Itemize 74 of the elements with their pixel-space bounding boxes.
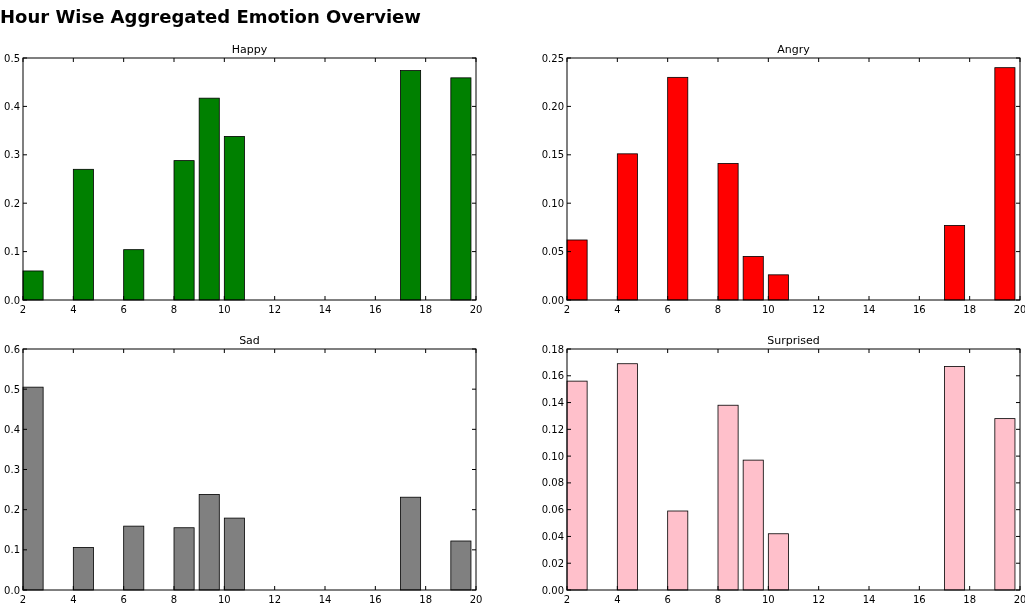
y-tick-label: 0.04	[541, 530, 564, 542]
x-tick-label: 6	[664, 304, 671, 315]
x-tick-label: 4	[614, 594, 621, 605]
x-tick-label: 10	[761, 304, 775, 315]
x-tick-label: 8	[714, 304, 722, 315]
y-tick-label: 0.06	[541, 504, 564, 516]
y-tick-label: 0.12	[541, 423, 564, 435]
x-tick-label: 10	[761, 594, 775, 605]
y-tick-label: 0.02	[541, 557, 564, 569]
y-tick-label: 0.1	[4, 246, 20, 258]
x-tick-label: 14	[318, 594, 332, 605]
x-tick-label: 18	[419, 594, 433, 605]
y-tick-label: 0.4	[4, 423, 20, 435]
x-tick-label: 8	[714, 594, 722, 605]
x-tick-label: 8	[170, 304, 178, 315]
x-tick-label: 2	[19, 304, 27, 315]
x-tick-label: 18	[963, 304, 977, 315]
chart-title: Sad	[239, 334, 260, 347]
chart-title: Angry	[777, 43, 811, 56]
x-tick-label: 20	[469, 594, 483, 605]
y-tick-label: 0.0	[4, 584, 20, 596]
y-tick-label: 0.4	[4, 100, 20, 112]
y-tick-label: 0.3	[4, 464, 20, 475]
y-tick-label: 0.2	[4, 197, 20, 209]
x-tick-label: 12	[268, 594, 282, 605]
x-tick-label: 4	[70, 304, 77, 315]
x-tick-label: 10	[217, 594, 231, 605]
x-tick-label: 12	[812, 304, 826, 315]
chart-title: Surprised	[767, 334, 820, 347]
x-tick-label: 16	[912, 304, 926, 315]
chart-title: Happy	[231, 43, 268, 56]
x-tick-label: 18	[963, 594, 977, 605]
x-tick-label: 14	[862, 304, 876, 315]
y-tick-label: 0.5	[4, 52, 20, 64]
y-tick-label: 0.15	[541, 149, 564, 161]
y-tick-label: 0.16	[541, 370, 564, 382]
y-tick-label: 0.14	[541, 397, 564, 409]
y-tick-label: 0.3	[4, 149, 20, 161]
x-tick-label: 6	[120, 304, 127, 315]
y-tick-label: 0.6	[4, 343, 20, 355]
y-tick-label: 0.05	[541, 246, 564, 258]
x-tick-label: 20	[469, 304, 483, 315]
y-tick-label: 0.20	[541, 100, 564, 112]
x-tick-label: 20	[1013, 304, 1025, 315]
y-tick-label: 0.00	[541, 584, 564, 596]
x-tick-label: 16	[912, 594, 926, 605]
x-tick-label: 18	[419, 304, 433, 315]
x-tick-label: 10	[217, 304, 231, 315]
x-tick-label: 2	[563, 594, 571, 605]
x-tick-label: 4	[614, 304, 621, 315]
x-tick-label: 6	[120, 594, 127, 605]
x-tick-label: 14	[862, 594, 876, 605]
x-tick-label: 12	[812, 594, 826, 605]
y-tick-label: 0.0	[4, 294, 20, 306]
y-tick-label: 0.10	[541, 450, 564, 462]
y-tick-label: 0.25	[541, 52, 564, 64]
x-tick-label: 8	[170, 594, 178, 605]
y-tick-label: 0.00	[541, 294, 564, 306]
y-tick-label: 0.1	[4, 544, 20, 556]
text: Hour Wise Aggregated Emotion Overview	[0, 6, 421, 27]
y-tick-label: 0.5	[4, 383, 20, 395]
x-tick-label: 16	[368, 304, 382, 315]
y-tick-label: 0.10	[541, 197, 564, 209]
x-tick-label: 2	[563, 304, 571, 315]
y-tick-label: 0.18	[541, 343, 564, 355]
x-tick-label: 20	[1013, 594, 1025, 605]
x-tick-label: 6	[664, 594, 671, 605]
x-tick-label: 2	[19, 594, 27, 605]
x-tick-label: 4	[70, 594, 77, 605]
y-tick-label: 0.08	[541, 477, 564, 489]
y-tick-label: 0.2	[4, 504, 20, 516]
x-tick-label: 12	[268, 304, 282, 315]
x-tick-label: 16	[368, 594, 382, 605]
x-tick-label: 14	[318, 304, 332, 315]
